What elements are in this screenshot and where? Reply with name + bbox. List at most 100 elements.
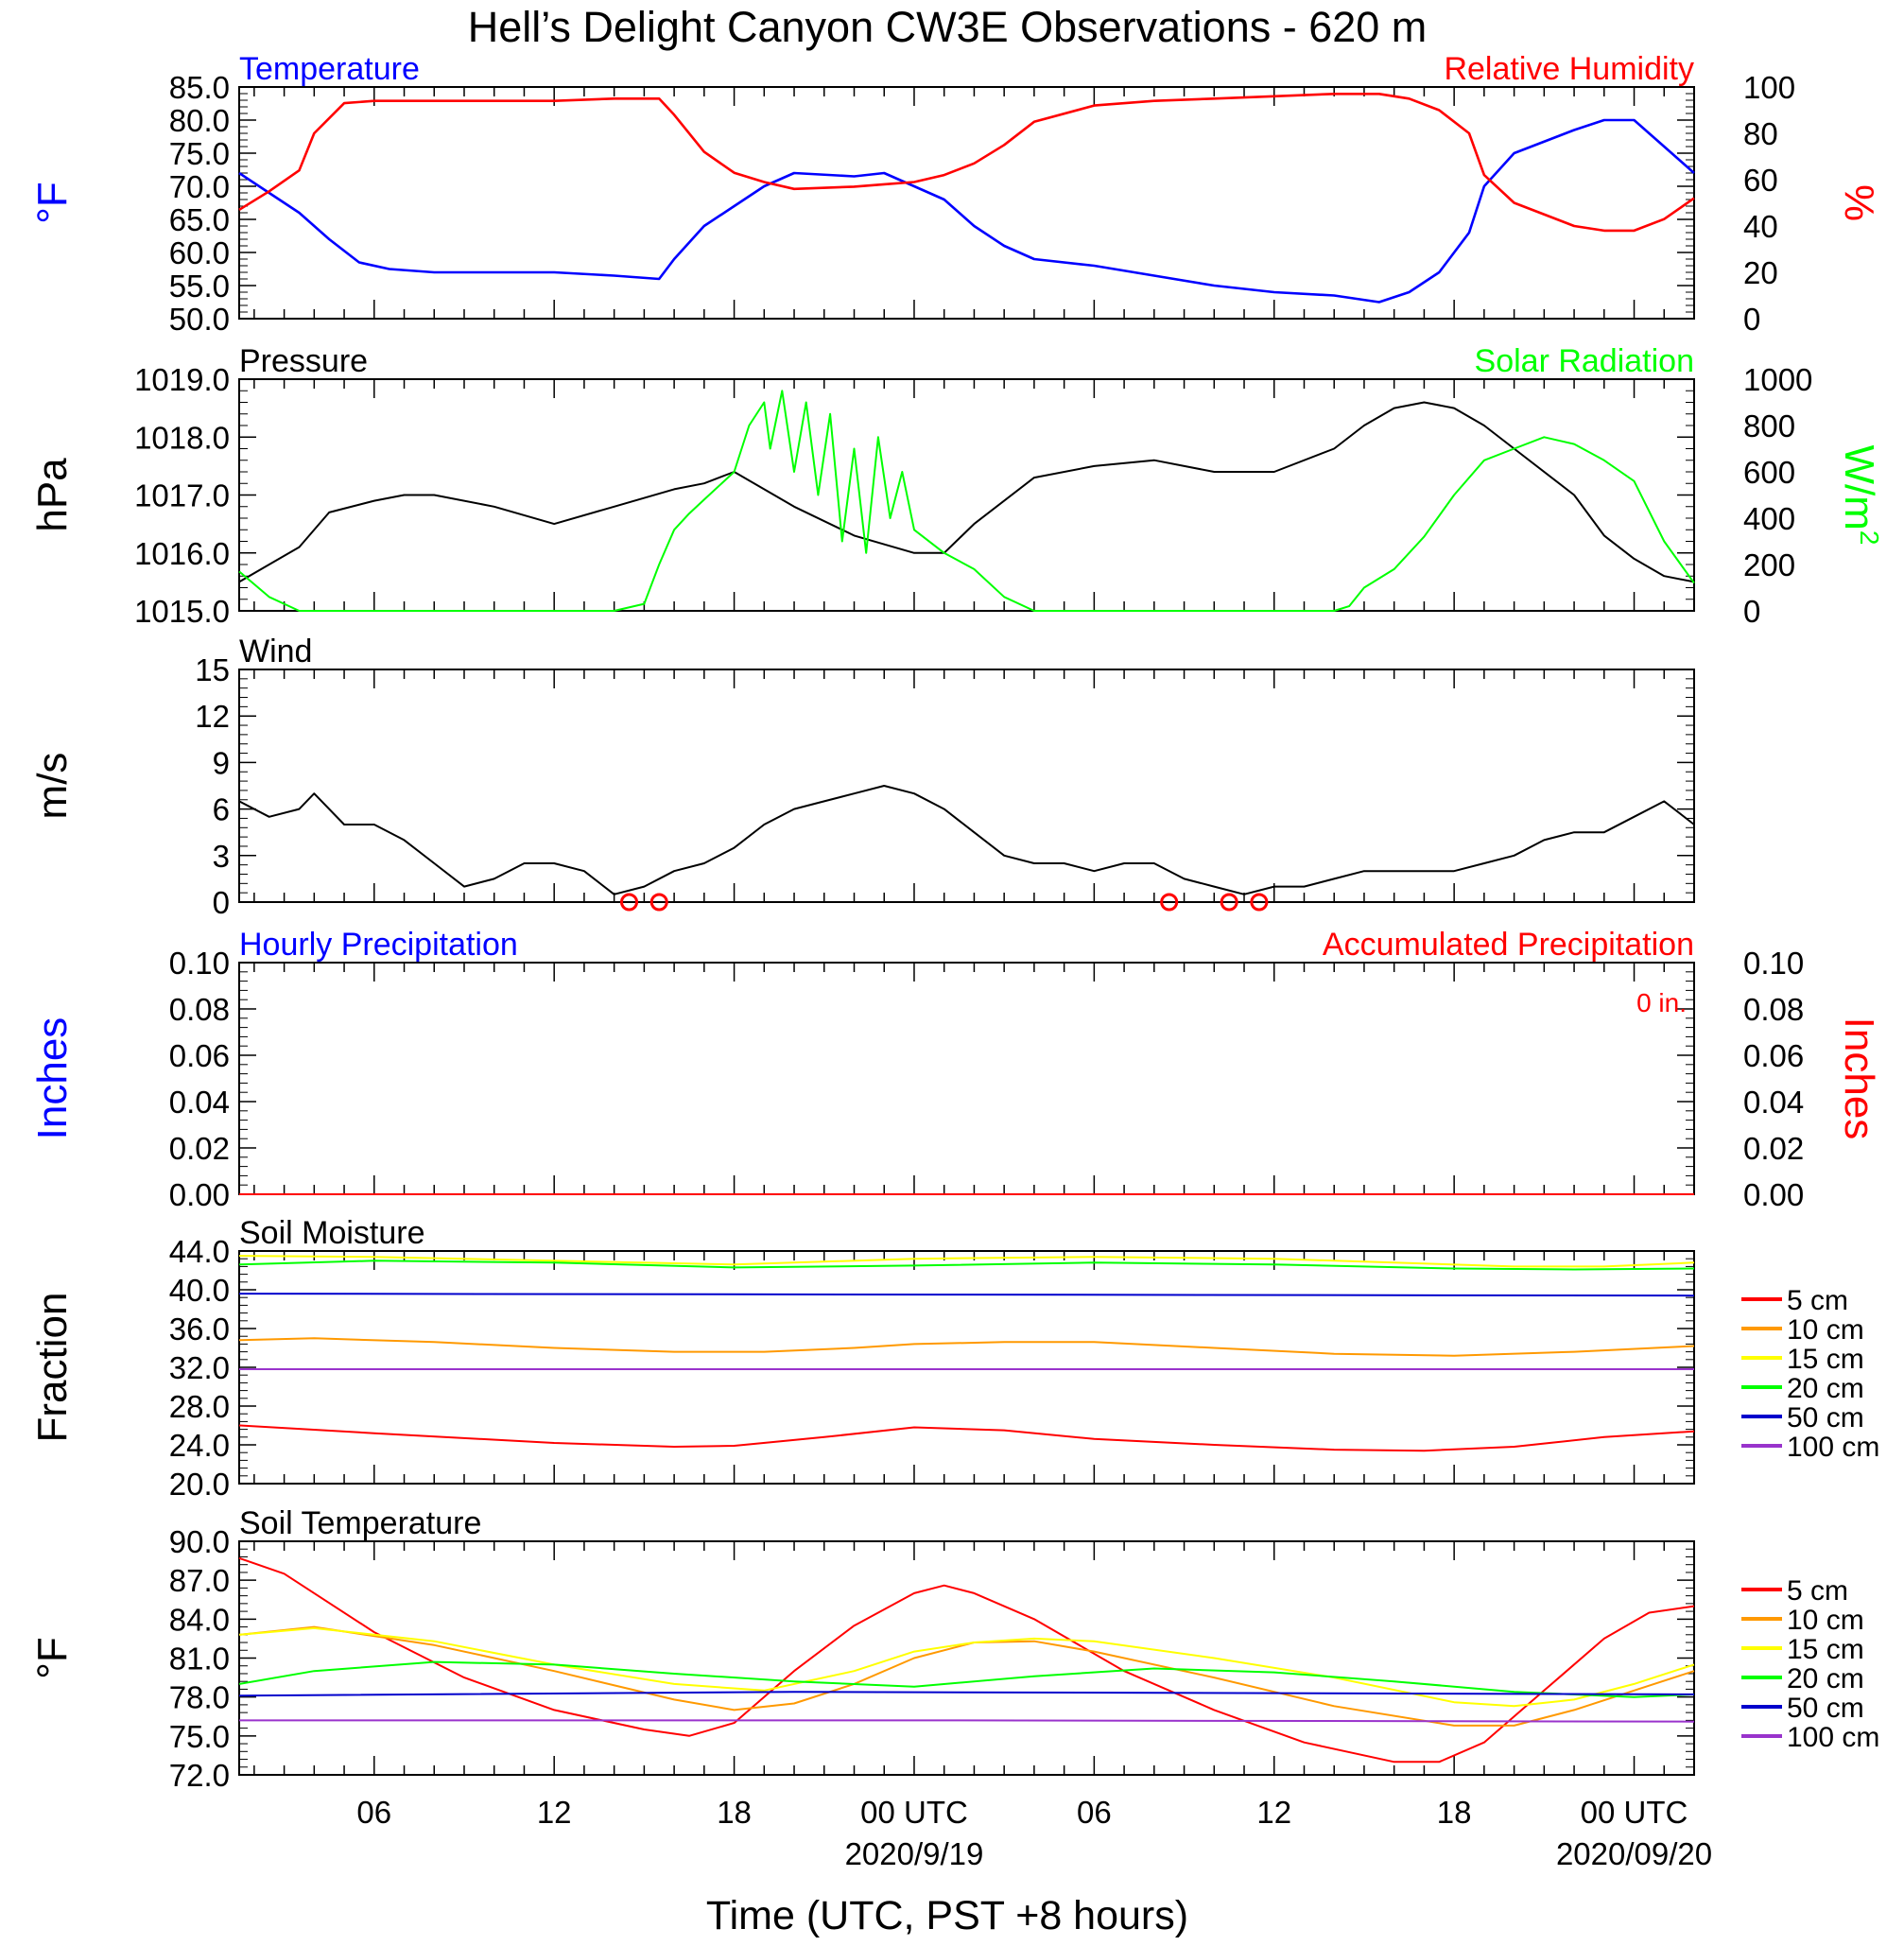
y-tick-label: 55.0: [169, 269, 230, 304]
series-line-solar-radiation: [238, 390, 1695, 612]
y-tick-label: 3: [213, 839, 230, 874]
y-tick-label: 28.0: [169, 1389, 230, 1424]
y-tick-label: 84.0: [169, 1602, 230, 1637]
y-right-tick-label: 400: [1743, 501, 1795, 536]
series-line-100-cm: [239, 1719, 1695, 1723]
legend-label: 10 cm: [1787, 1314, 1864, 1346]
y-tick-label: 87.0: [169, 1563, 230, 1598]
legend-label: 15 cm: [1787, 1634, 1864, 1665]
plot-frame: [238, 378, 1695, 612]
plot-frame: [238, 962, 1695, 1195]
x-axis-label: Time (UTC, PST +8 hours): [706, 1893, 1188, 1938]
y-right-tick-label: 60: [1743, 163, 1778, 198]
series-line-pressure: [238, 401, 1695, 583]
calm-marker: [1250, 893, 1269, 912]
y-right-tick-label: 100: [1743, 70, 1795, 105]
y-tick-label: 60.0: [169, 235, 230, 270]
calm-marker: [649, 893, 668, 912]
y-tick-label: 72.0: [169, 1758, 230, 1793]
series-line-10-cm: [238, 1337, 1695, 1357]
y-tick-label: 75.0: [169, 1719, 230, 1754]
y-tick-label: 0.10: [169, 946, 230, 981]
y-tick-label: 70.0: [169, 169, 230, 204]
series-line-50-cm: [238, 1293, 1695, 1297]
y-tick-label: 0.06: [169, 1038, 230, 1073]
y-right-tick-label: 0.06: [1743, 1038, 1804, 1073]
precip-total-annotation: 0 in.: [1636, 988, 1687, 1017]
y-tick-label: 9: [213, 745, 230, 780]
x-date-label: 2020/09/20: [1556, 1836, 1712, 1871]
y-tick-label: 75.0: [169, 136, 230, 171]
panels: 50.055.060.065.070.075.080.085.002040608…: [29, 51, 1884, 1793]
panel-title-left: Temperature: [239, 51, 420, 87]
y-tick-label: 0: [213, 885, 230, 920]
y-axis-label-left: hPa: [29, 458, 76, 532]
panel-temp_rh: 50.055.060.065.070.075.080.085.0 0 20 40 60 8…: [29, 51, 1882, 337]
series-line-5-cm: [238, 1556, 1695, 1764]
y-axis-label-right: Inches: [1836, 1017, 1882, 1140]
legend-label: 100 cm: [1787, 1722, 1879, 1753]
y-tick-label: 0.00: [169, 1177, 230, 1212]
y-tick-label: 1018.0: [134, 420, 230, 455]
series-line-15-cm: [238, 1626, 1695, 1708]
calm-marker: [620, 893, 639, 912]
series-line-20-cm: [238, 1660, 1695, 1698]
legend-label: 50 cm: [1787, 1693, 1864, 1724]
panel-wind: 0 3 6 9 12 15 Wind m/s: [29, 634, 1695, 920]
chart-title: Hell’s Delight Canyon CW3E Observations …: [468, 3, 1428, 51]
x-date-label: 2020/9/19: [845, 1836, 984, 1871]
y-axis-label-left: m/s: [29, 753, 76, 820]
panel-title-right: Relative Humidity: [1444, 51, 1694, 87]
plot-frame: [238, 669, 1695, 903]
y-tick-label: 36.0: [169, 1312, 230, 1347]
y-tick-label: 50.0: [169, 302, 230, 337]
y-axis-label-left: Inches: [29, 1017, 76, 1140]
y-axis-label-left: °F: [29, 1637, 76, 1678]
y-right-tick-label: 0.00: [1743, 1177, 1804, 1212]
y-tick-label: 65.0: [169, 202, 230, 237]
y-right-tick-label: 0: [1743, 594, 1760, 629]
plot-frame: [238, 1540, 1695, 1776]
y-right-tick-label: 600: [1743, 455, 1795, 490]
series-line-5-cm: [238, 1424, 1695, 1452]
y-right-tick-label: 200: [1743, 547, 1795, 582]
legend-label: 15 cm: [1787, 1344, 1864, 1375]
y-tick-label: 32.0: [169, 1350, 230, 1385]
x-axis: 06 12 18 00 UTC 2020/9/19 06 12 18 00 UTC 2020/09…: [356, 1795, 1712, 1871]
y-right-tick-label: 0.02: [1743, 1131, 1804, 1166]
y-tick-label: 44.0: [169, 1234, 230, 1269]
y-right-tick-label: 0: [1743, 302, 1760, 337]
y-tick-label: 78.0: [169, 1680, 230, 1715]
panel-title-left: Wind: [239, 634, 312, 669]
y-tick-label: 1017.0: [134, 478, 230, 513]
x-tick-label: 18: [717, 1795, 752, 1830]
x-tick-label: 12: [1256, 1795, 1291, 1830]
panel-title-left: Soil Temperature: [239, 1505, 481, 1541]
series-line-10-cm: [238, 1625, 1695, 1727]
x-tick-label: 12: [537, 1795, 572, 1830]
y-tick-label: 15: [195, 652, 230, 687]
y-axis-label-right: %: [1836, 184, 1882, 221]
panel-soil_temp: 72.0 75.0 78.081.0 84.0 87.0 90.0 Soil Tempera…: [29, 1505, 1879, 1793]
legend-label: 20 cm: [1787, 1373, 1864, 1404]
panel-title-right: Accumulated Precipitation: [1323, 927, 1694, 963]
y-right-tick-label: 80: [1743, 116, 1778, 151]
panel-title-left: Hourly Precipitation: [239, 927, 518, 963]
x-tick-label: 06: [1077, 1795, 1112, 1830]
legend-label: 10 cm: [1787, 1605, 1864, 1636]
panel-title-right: Solar Radiation: [1475, 343, 1694, 379]
series-line-50-cm: [238, 1691, 1695, 1697]
series-line-20-cm: [238, 1260, 1695, 1271]
legend-label: 50 cm: [1787, 1402, 1864, 1433]
y-tick-label: 90.0: [169, 1524, 230, 1559]
y-right-tick-label: 1000: [1743, 362, 1812, 397]
y-tick-label: 24.0: [169, 1428, 230, 1463]
series-line-temperature: [238, 118, 1695, 304]
series-line-15-cm: [238, 1255, 1695, 1268]
y-tick-label: 6: [213, 792, 230, 827]
y-tick-label: 80.0: [169, 103, 230, 138]
y-tick-label: 85.0: [169, 70, 230, 105]
y-tick-label: 12: [195, 699, 230, 734]
legend-label: 20 cm: [1787, 1663, 1864, 1694]
